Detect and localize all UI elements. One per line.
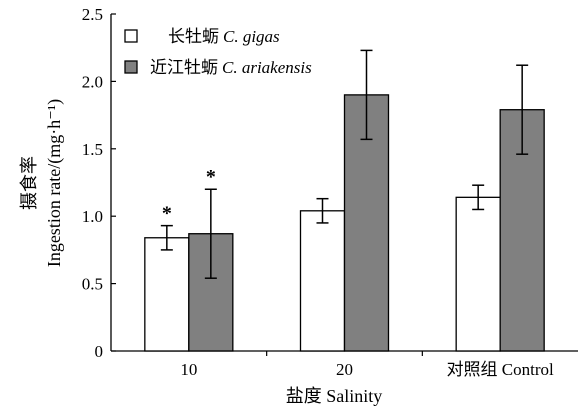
y-tick-label: 2.0 bbox=[82, 72, 103, 91]
legend-label-series-1: 长牡蛎 C. gigas bbox=[168, 27, 280, 46]
tick-labels: 0 0.5 1.0 1.5 2.0 2.5 10 * * 20 对照组 Control bbox=[82, 5, 554, 379]
legend-cn-series-1: 长牡蛎 bbox=[168, 27, 219, 46]
x-tick-label: 对照组 Control bbox=[447, 360, 554, 379]
error-bars bbox=[160, 49, 529, 279]
bar bbox=[299, 210, 346, 352]
y-tick-label: 2.5 bbox=[82, 5, 103, 24]
y-axis-title-en: Ingestion rate/(mg·h⁻¹) bbox=[44, 99, 65, 267]
y-tick-label: 1.5 bbox=[82, 140, 103, 159]
legend-latin-series-2: C. ariakensis bbox=[222, 58, 312, 77]
bar bbox=[455, 196, 501, 352]
significance-marker: * bbox=[162, 203, 172, 225]
bars bbox=[144, 94, 545, 352]
x-tick-label: 20 bbox=[336, 360, 353, 379]
y-tick-label: 0.5 bbox=[82, 275, 103, 294]
legend-swatch-series-1 bbox=[124, 29, 138, 43]
legend: 长牡蛎 C. gigas 近江牡蛎 C. ariakensis bbox=[124, 27, 312, 77]
legend-swatch-series-2 bbox=[124, 60, 138, 74]
bar bbox=[144, 237, 190, 352]
legend-cn-series-2: 近江牡蛎 bbox=[150, 58, 218, 77]
y-tick-label: 0 bbox=[95, 342, 104, 361]
y-tick-label: 1.0 bbox=[82, 207, 103, 226]
legend-label-series-2: 近江牡蛎 C. ariakensis bbox=[150, 58, 312, 77]
legend-latin-series-1: C. gigas bbox=[223, 27, 280, 46]
bar bbox=[499, 109, 545, 352]
x-tick-label: 10 bbox=[180, 360, 197, 379]
significance-marker: * bbox=[206, 166, 216, 188]
x-axis-title: 盐度 Salinity bbox=[286, 386, 383, 406]
y-axis-title-cn: 摄食率 bbox=[19, 156, 39, 210]
